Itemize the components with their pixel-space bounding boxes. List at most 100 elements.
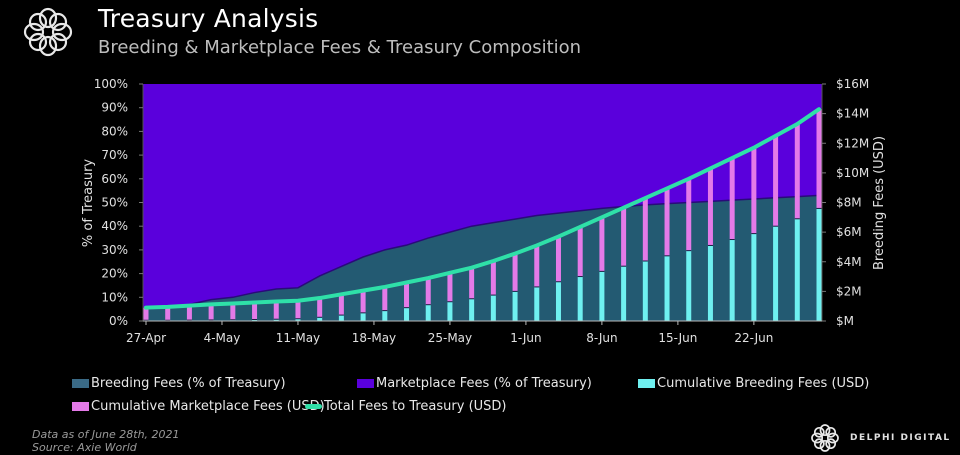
cumulative-marketplace-bar [773,135,779,227]
y-tick-label-left: 50% [101,196,128,210]
brand-name: DELPHI DIGITAL [850,433,951,443]
cumulative-marketplace-bar [686,178,692,251]
cumulative-breeding-bar [252,319,258,321]
y-tick-label-left: 60% [101,172,128,186]
cumulative-breeding-bar [447,301,453,321]
cumulative-breeding-bar [360,312,366,321]
cumulative-marketplace-bar [143,307,149,321]
cumulative-marketplace-bar [816,109,822,209]
legend-label: Cumulative Marketplace Fees (USD) [91,399,325,414]
cumulative-marketplace-bar [317,298,323,318]
y-axis-label-right: Breeding Fees (USD) [872,136,887,270]
cumulative-marketplace-bar [599,217,605,272]
cumulative-breeding-bar [686,250,692,321]
legend-label: Cumulative Breeding Fees (USD) [657,376,870,391]
legend-swatch-marketplace-pct [357,379,374,388]
cumulative-breeding-bar [555,281,561,321]
legend-item-cumulative-breeding: Cumulative Breeding Fees (USD) [638,376,869,391]
x-tick-label: 25-May [428,331,472,345]
cumulative-marketplace-bar [382,286,388,311]
chart-title: Treasury Analysis [98,4,319,33]
cumulative-breeding-bar [295,318,301,321]
cumulative-breeding-bar [642,261,648,321]
cumulative-marketplace-bar [360,290,366,313]
cumulative-marketplace-bar [295,300,301,319]
cumulative-breeding-bar [425,304,431,321]
cumulative-marketplace-bar [621,207,627,267]
y-tick-label-right: $2M [836,284,862,298]
y-axis-label-left: % of Treasury [81,159,96,248]
cumulative-breeding-bar [208,319,214,321]
legend-label: Marketplace Fees (% of Treasury) [376,376,592,391]
cumulative-breeding-bar [794,218,800,321]
chart-subtitle: Breeding & Marketplace Fees & Treasury C… [98,37,582,58]
breeding-pct-boundary [143,194,820,310]
brand-footer: DELPHI DIGITAL [808,421,951,455]
delphi-logo-icon [18,2,78,62]
cumulative-marketplace-bar [165,306,171,321]
y-tick-label-right: $6M [836,225,862,239]
cumulative-marketplace-bar [273,301,279,320]
y-tick-label-right: $8M [836,196,862,210]
cumulative-marketplace-bar [338,294,344,316]
treasury-chart: 0% 10% 20% 30% 40% 50% 60% 70% 80% 90% 100% $M $2M $4… [81,77,887,345]
cumulative-breeding-bar [317,317,323,321]
y-tick-label-right: $16M [836,77,869,91]
cumulative-breeding-bar [773,226,779,321]
cumulative-marketplace-bar [729,158,735,240]
cumulative-breeding-bar [338,315,344,321]
legend-item-marketplace-pct: Marketplace Fees (% of Treasury) [357,376,592,391]
legend-label: Total Fees to Treasury (USD) [324,399,507,414]
cumulative-marketplace-bar [707,168,713,246]
cumulative-marketplace-bar [577,226,583,277]
cumulative-marketplace-bar [404,282,410,308]
y-tick-label-left: 40% [101,219,128,233]
cumulative-breeding-bar [664,255,670,321]
data-date-note: Data as of June 28th, 2021 [32,428,180,441]
y-tick-label-left: 0% [109,314,128,328]
y-tick-label-left: 20% [101,267,128,281]
source-note: Source: Axie World [32,441,137,454]
x-tick-label: 8-Jun [586,331,617,345]
cumulative-marketplace-bar [664,188,670,256]
cumulative-marketplace-bar [555,236,561,282]
x-tick-label: 15-Jun [658,331,697,345]
cumulative-marketplace-bar [469,267,475,299]
breeding-pct-area [143,195,822,321]
y-tick-label-right: $M [836,314,854,328]
total-fees-line [144,107,821,310]
cumulative-breeding-bar [729,239,735,321]
y-tick-label-left: 10% [101,290,128,304]
cumulative-breeding-bar [751,233,757,321]
cumulative-breeding-bar [577,276,583,321]
cumulative-breeding-bar [707,245,713,321]
legend-item-breeding-pct: Breeding Fees (% of Treasury) [72,376,286,391]
cumulative-breeding-bar [273,319,279,321]
cumulative-marketplace-bar [642,198,648,262]
cumulative-breeding-bar [404,307,410,321]
cumulative-breeding-bar [816,208,822,321]
cumulative-breeding-bar [382,310,388,321]
cumulative-marketplace-bar [794,123,800,219]
y-tick-label-left: 100% [94,77,128,91]
cumulative-marketplace-bar [490,261,496,296]
cumulative-marketplace-bar [512,253,518,292]
y-tick-label-left: 90% [101,101,128,115]
cumulative-breeding-bar [599,271,605,321]
x-tick-label: 18-May [352,331,396,345]
cumulative-breeding-bar [490,295,496,321]
y-tick-label-left: 80% [101,124,128,138]
legend-swatch-breeding-pct [72,379,89,388]
cumulative-breeding-bar [534,286,540,321]
x-tick-label: 1-Jun [510,331,541,345]
y-tick-label-right: $14M [836,107,869,121]
y-tick-label-right: $4M [836,255,862,269]
cumulative-marketplace-bar [208,304,214,320]
cumulative-marketplace-bar [230,303,236,320]
y-tick-label-right: $12M [836,136,869,150]
legend-swatch-total-fees [305,404,322,409]
y-tick-label-right: $10M [836,166,869,180]
cumulative-breeding-bar [621,266,627,321]
cumulative-marketplace-bar [534,245,540,287]
cumulative-marketplace-bar [252,302,258,320]
